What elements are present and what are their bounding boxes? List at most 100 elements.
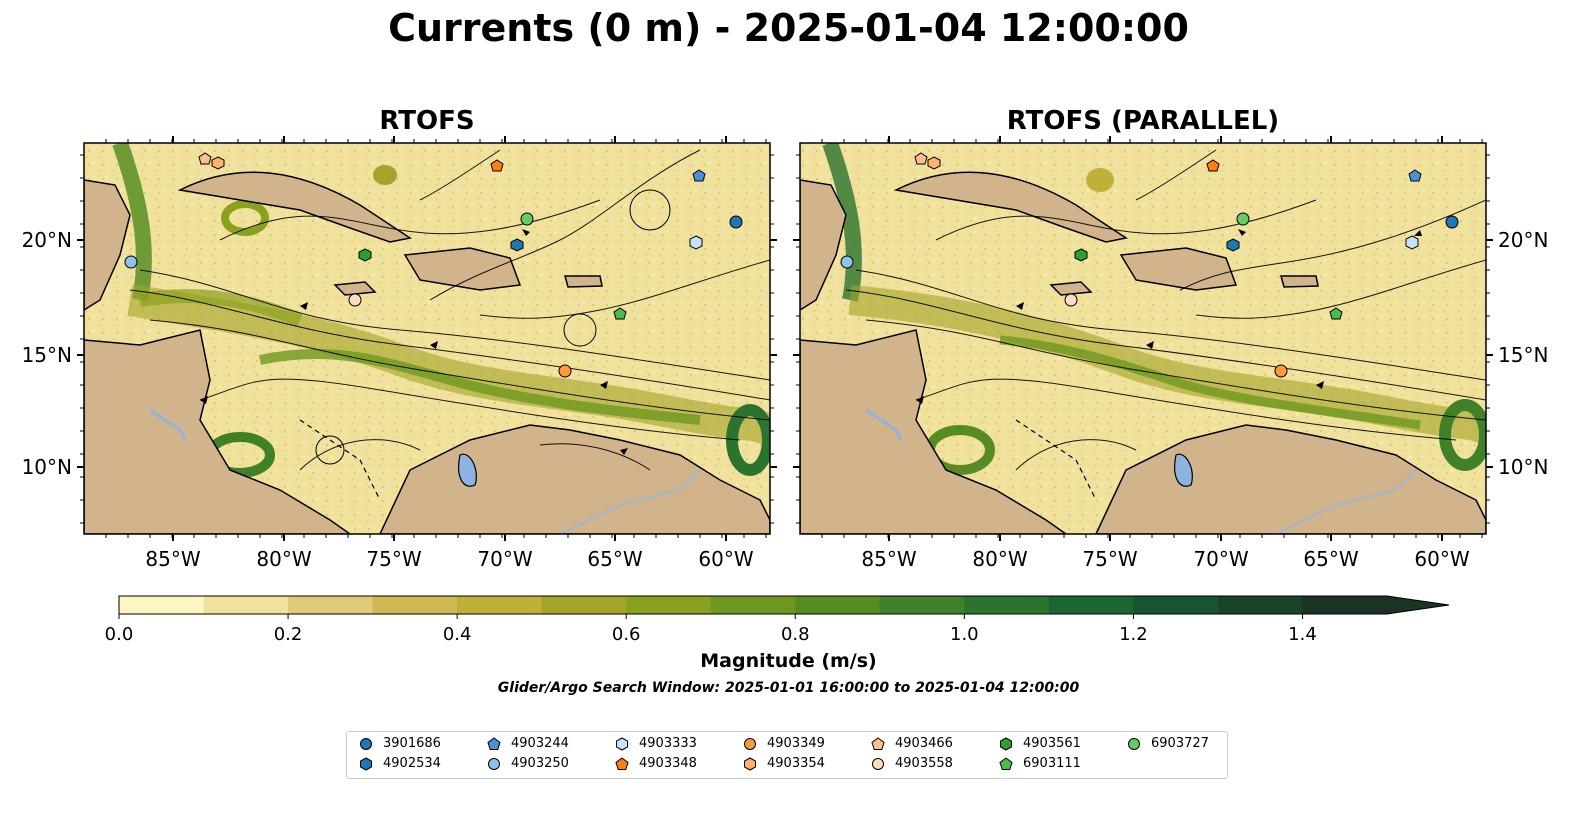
circle-marker-icon bbox=[744, 737, 756, 750]
marker-4903349 bbox=[558, 364, 572, 378]
legend-label: 4903349 bbox=[767, 736, 825, 751]
colorbar-segment bbox=[626, 596, 712, 614]
legend-item: 4903558 bbox=[871, 756, 953, 771]
pentagon-marker-icon bbox=[871, 736, 885, 750]
legend-label: 4903250 bbox=[511, 756, 569, 771]
float-markers-right bbox=[840, 152, 1459, 378]
colorbar-segment bbox=[710, 596, 796, 614]
marker-4903244 bbox=[1408, 169, 1422, 182]
lon-tick-label: 80°W bbox=[256, 547, 311, 571]
colorbar-segment bbox=[1217, 596, 1303, 614]
float-markers-left bbox=[124, 152, 743, 378]
marker-4903349 bbox=[1274, 364, 1288, 378]
land-south-america bbox=[379, 424, 770, 534]
legend-label: 4903244 bbox=[511, 736, 569, 751]
lat-tick-label: 10°N bbox=[22, 455, 72, 479]
land-puerto-rico bbox=[1280, 275, 1319, 288]
legend-label: 3901686 bbox=[383, 736, 441, 751]
marker-4903348 bbox=[490, 159, 504, 172]
land-central-america bbox=[800, 329, 1068, 534]
colorbar-segment bbox=[964, 596, 1050, 614]
marker-4903250 bbox=[124, 255, 138, 269]
marker-6903111 bbox=[1329, 307, 1343, 320]
circle-marker-icon bbox=[1128, 737, 1140, 750]
hexagon-marker-icon bbox=[616, 736, 628, 751]
colorbar-segment bbox=[879, 596, 965, 614]
legend-label: 6903111 bbox=[1023, 756, 1081, 771]
marker-4903354 bbox=[927, 156, 941, 170]
colorbar-tick-label: 1.0 bbox=[950, 624, 979, 645]
legend-item: 6903727 bbox=[1127, 736, 1209, 751]
marker-4903333 bbox=[689, 235, 703, 250]
pentagon-marker-icon bbox=[999, 756, 1013, 770]
legend-item: 4903250 bbox=[487, 756, 569, 771]
legend-item: 4903348 bbox=[615, 756, 697, 771]
land-hispaniola bbox=[1119, 247, 1238, 291]
land-jamaica bbox=[333, 281, 377, 296]
colorbar: 0.0 0.2 0.4 0.6 0.8 1.0 1.2 1.4 bbox=[105, 595, 1450, 645]
marker-4903244 bbox=[692, 169, 706, 182]
marker-4903333 bbox=[1405, 235, 1419, 250]
lon-tick-label: 60°W bbox=[698, 547, 753, 571]
lon-tick-label: 85°W bbox=[145, 547, 200, 571]
hexagon-marker-icon bbox=[360, 756, 372, 771]
legend-label: 4903466 bbox=[895, 736, 953, 751]
colorbar-segment bbox=[1048, 596, 1134, 614]
colorbar-tick-label: 0.8 bbox=[781, 624, 810, 645]
legend-item: 4903244 bbox=[487, 736, 569, 751]
legend-item: 4903466 bbox=[871, 736, 953, 751]
colorbar-segment bbox=[203, 596, 289, 614]
land-cuba bbox=[893, 171, 1128, 243]
marker-4903561 bbox=[1074, 248, 1088, 262]
lake-maracaibo bbox=[458, 453, 477, 487]
land-jamaica bbox=[1049, 281, 1093, 296]
lon-tick-label: 70°W bbox=[1193, 547, 1248, 571]
legend-item: 4903561 bbox=[999, 736, 1081, 751]
marker-6903727 bbox=[1236, 212, 1250, 226]
lake-maracaibo bbox=[1174, 453, 1193, 487]
lon-tick-label: 70°W bbox=[477, 547, 532, 571]
colorbar-segment bbox=[119, 596, 205, 614]
lat-tick-label: 20°N bbox=[22, 228, 72, 252]
circle-marker-icon bbox=[488, 757, 500, 770]
land-cuba bbox=[177, 171, 412, 243]
colorbar-tick-label: 0.2 bbox=[274, 624, 303, 645]
lon-tick-label: 80°W bbox=[972, 547, 1027, 571]
colorbar-segment bbox=[541, 596, 627, 614]
colorbar-tick-label: 1.4 bbox=[1288, 624, 1317, 645]
lon-tick-label: 75°W bbox=[1082, 547, 1137, 571]
legend: 3901686 4902534 4903244 4903250 4903333 49033… bbox=[346, 731, 1228, 779]
land-south-america bbox=[1095, 424, 1486, 534]
legend-label: 6903727 bbox=[1151, 736, 1209, 751]
colorbar-tick-label: 0.4 bbox=[443, 624, 472, 645]
land-puerto-rico bbox=[564, 275, 603, 288]
legend-label: 4903348 bbox=[639, 756, 697, 771]
marker-3901686 bbox=[729, 215, 743, 229]
marker-4903466 bbox=[914, 152, 928, 165]
legend-item: 4903349 bbox=[743, 736, 825, 751]
colorbar-label: Magnitude (m/s) bbox=[700, 650, 877, 672]
colorbar-segment bbox=[795, 596, 881, 614]
colorbar-segment bbox=[1133, 596, 1219, 614]
land-mexico bbox=[84, 179, 131, 311]
marker-6903111 bbox=[613, 307, 627, 320]
legend-item: 4902534 bbox=[359, 756, 441, 771]
lon-tick-label: 65°W bbox=[1303, 547, 1358, 571]
panel-title-left: RTOFS bbox=[379, 106, 475, 136]
colorbar-tick-label: 0.6 bbox=[612, 624, 641, 645]
figure-title: Currents (0 m) - 2025-01-04 12:00:00 bbox=[388, 6, 1189, 50]
legend-label: 4903558 bbox=[895, 756, 953, 771]
marker-4903558 bbox=[1064, 293, 1078, 307]
lon-tick-label: 65°W bbox=[587, 547, 642, 571]
legend-item: 6903111 bbox=[999, 756, 1081, 771]
legend-label: 4903561 bbox=[1023, 736, 1081, 751]
legend-label: 4903333 bbox=[639, 736, 697, 751]
pentagon-marker-icon bbox=[615, 756, 629, 770]
lon-tick-label: 75°W bbox=[366, 547, 421, 571]
map-panel-rtofs bbox=[83, 142, 771, 535]
lat-tick-label: 20°N bbox=[1498, 228, 1548, 252]
legend-label: 4903354 bbox=[767, 756, 825, 771]
marker-4903250 bbox=[840, 255, 854, 269]
hexagon-marker-icon bbox=[1000, 736, 1012, 751]
land-hispaniola bbox=[403, 247, 522, 291]
